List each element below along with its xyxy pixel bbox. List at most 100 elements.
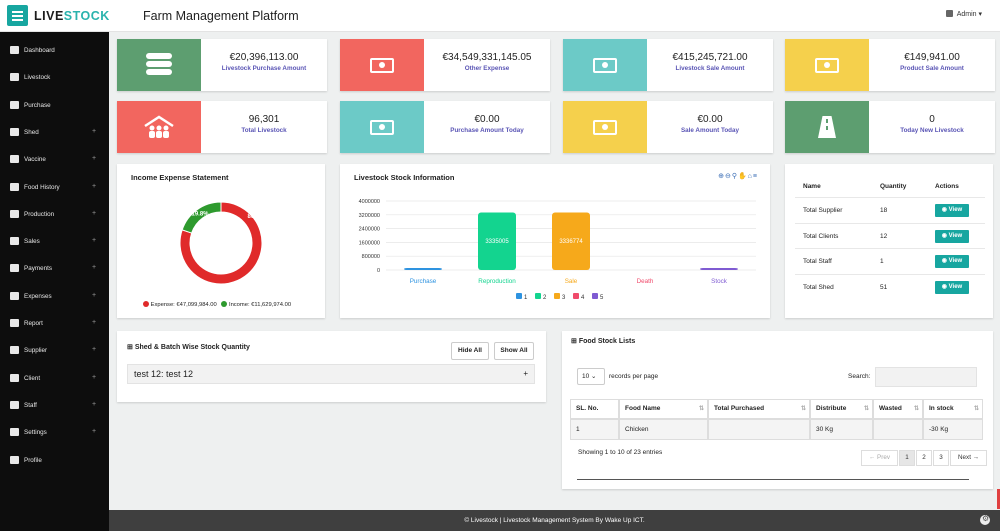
table-cell-text: -30 Kg (929, 426, 949, 433)
view-button[interactable]: ◉ View (935, 281, 969, 295)
column-header[interactable]: Distribute ⇅ (810, 399, 873, 419)
column-header[interactable]: Total Purchased ⇅ (708, 399, 810, 419)
sidebar-icon-12: contact-icon (10, 373, 19, 382)
sidebar-icon-9: money-icon (10, 291, 19, 300)
sidebar-item-production[interactable]: cart-icon Production + (0, 205, 109, 225)
menu-toggle-button[interactable] (7, 5, 28, 26)
sidebar-item-supplier[interactable]: users-icon Supplier + (0, 341, 109, 361)
sidebar-item-purchase[interactable]: money-icon Purchase (0, 96, 109, 116)
shed-accordion-item[interactable]: test 12: test 12 + (127, 364, 535, 384)
column-header[interactable]: Wasted ⇅ (873, 399, 923, 419)
stat-label: Livestock Purchase Amount (221, 65, 307, 72)
footer: © Livestock | Livestock Management Syste… (109, 510, 1000, 531)
bar-purchase[interactable] (404, 268, 442, 270)
row-divider (795, 274, 985, 276)
sidebar-item-vaccine[interactable]: briefcase-icon Vaccine + (0, 150, 109, 170)
panel-title-text: Shed & Batch Wise Stock Quantity (134, 344, 250, 351)
view-button[interactable]: ◉ View (935, 255, 969, 269)
panel-title-text: Food Stock Lists (578, 338, 636, 345)
legend-swatch[interactable] (573, 293, 579, 299)
donut-data-label: 19.8% (192, 212, 210, 218)
expand-icon[interactable]: + (523, 369, 528, 378)
y-tick-label: 3200000 (359, 213, 380, 219)
table-cell-text: Chicken (625, 426, 649, 433)
legend-swatch[interactable] (554, 293, 560, 299)
row-divider (795, 222, 985, 224)
sort-icon: ⇅ (973, 406, 979, 412)
stat-value: 0 (929, 114, 935, 125)
pagination-page-button[interactable]: 2 (916, 450, 932, 466)
page-size-select[interactable]: 10 ⌄ (577, 368, 605, 385)
eye-icon: ◉ (941, 258, 949, 265)
search-input[interactable] (875, 367, 977, 387)
table-cell-text: 30 Kg (816, 426, 833, 433)
sidebar-item-food-history[interactable]: cloud-icon Food History + (0, 178, 109, 198)
column-header[interactable]: In stock ⇅ (923, 399, 983, 419)
column-header-label: In stock (929, 405, 954, 412)
zoom-in-icon[interactable]: ⊕ (718, 173, 725, 180)
view-button-label: View (948, 207, 963, 213)
view-button[interactable]: ◉ View (935, 204, 969, 217)
sidebar-item-report[interactable]: chart-icon Report + (0, 314, 109, 334)
hide-all-button[interactable]: Hide All (451, 342, 489, 360)
expand-icon: + (92, 291, 97, 299)
zoom-out-icon[interactable]: ⊖ (724, 173, 732, 180)
magnify-icon[interactable]: ⚲ (731, 173, 738, 180)
sidebar-icon-7: money-icon (10, 237, 19, 246)
donut-slice-expense[interactable] (179, 201, 263, 285)
panel-title: ⊞ Shed & Batch Wise Stock Quantity (127, 343, 250, 351)
scroll-handle[interactable] (997, 489, 1000, 509)
expand-icon: + (92, 127, 97, 135)
income-expense-donut-chart: 80.2% 19.8% (179, 201, 265, 285)
sidebar-item-livestock[interactable]: barn-icon Livestock (0, 68, 109, 88)
bar-data-label: 3336774 (559, 239, 583, 245)
reset-home-icon[interactable]: ⌂ (747, 173, 753, 180)
settings-fab[interactable]: ⚙ (980, 514, 990, 525)
shed-batch-panel: ⊞ Shed & Batch Wise Stock Quantity Hide … (117, 331, 546, 402)
menu-icon[interactable]: ≡ (752, 173, 758, 180)
legend-swatch[interactable] (516, 293, 522, 299)
sidebar-item-sales[interactable]: money-icon Sales + (0, 232, 109, 252)
table-cell (873, 419, 923, 440)
app-logo[interactable]: LIVESTOCK (34, 9, 110, 23)
page-title: Farm Management Platform (143, 9, 299, 23)
cash-icon-box (563, 39, 647, 91)
sort-icon: ⇅ (863, 406, 869, 412)
road-icon (818, 116, 836, 138)
bar-sale[interactable] (552, 212, 590, 270)
sidebar-item-staff[interactable]: team-icon Staff + (0, 396, 109, 416)
pagination-prev-button[interactable]: ← Prev (861, 450, 898, 466)
y-tick-label: 0 (377, 268, 380, 274)
column-header[interactable]: SL. No. (570, 399, 619, 419)
pagination-next-button[interactable]: Next → (950, 450, 987, 466)
pagination-page-button[interactable]: 1 (899, 450, 915, 466)
bar-reproduction[interactable] (478, 212, 516, 270)
sidebar-item-dashboard[interactable]: home-icon Dashboard (0, 41, 109, 61)
eye-icon: ◉ (941, 207, 949, 213)
sidebar-icon-6: cart-icon (10, 209, 19, 218)
user-menu[interactable]: Admin ▾ (945, 10, 982, 18)
sidebar-item-client[interactable]: contact-icon Client + (0, 369, 109, 389)
eye-icon: ◉ (941, 284, 949, 291)
sidebar-item-settings[interactable]: gears-icon Settings + (0, 423, 109, 443)
expand-icon: + (92, 264, 97, 272)
legend-swatch[interactable] (535, 293, 541, 299)
pagination-page-button[interactable]: 3 (933, 450, 949, 466)
legend-swatch[interactable] (592, 293, 598, 299)
sidebar-item-profile[interactable]: user-icon Profile (0, 451, 109, 471)
sidebar-item-shed[interactable]: home-icon Shed + (0, 123, 109, 143)
column-header[interactable]: Food Name ⇅ (619, 399, 708, 419)
panel-title: Income Expense Statement (131, 173, 229, 182)
expense-legend-dot (143, 301, 149, 307)
pan-icon[interactable]: ✋ (737, 173, 748, 180)
donut-slice-income[interactable] (181, 201, 222, 234)
view-button[interactable]: ◉ View (935, 229, 969, 243)
bar-stock[interactable] (700, 268, 738, 270)
show-all-button[interactable]: Show All (494, 342, 534, 360)
stat-card: €415,245,721.00 Livestock Sale Amount (563, 39, 773, 91)
search-label: Search: (848, 373, 871, 380)
expand-icon: + (92, 428, 97, 436)
sidebar-item-payments[interactable]: bank-icon Payments + (0, 259, 109, 279)
sidebar-item-expenses[interactable]: money-icon Expenses + (0, 287, 109, 307)
legend-label: 5 (600, 295, 604, 301)
